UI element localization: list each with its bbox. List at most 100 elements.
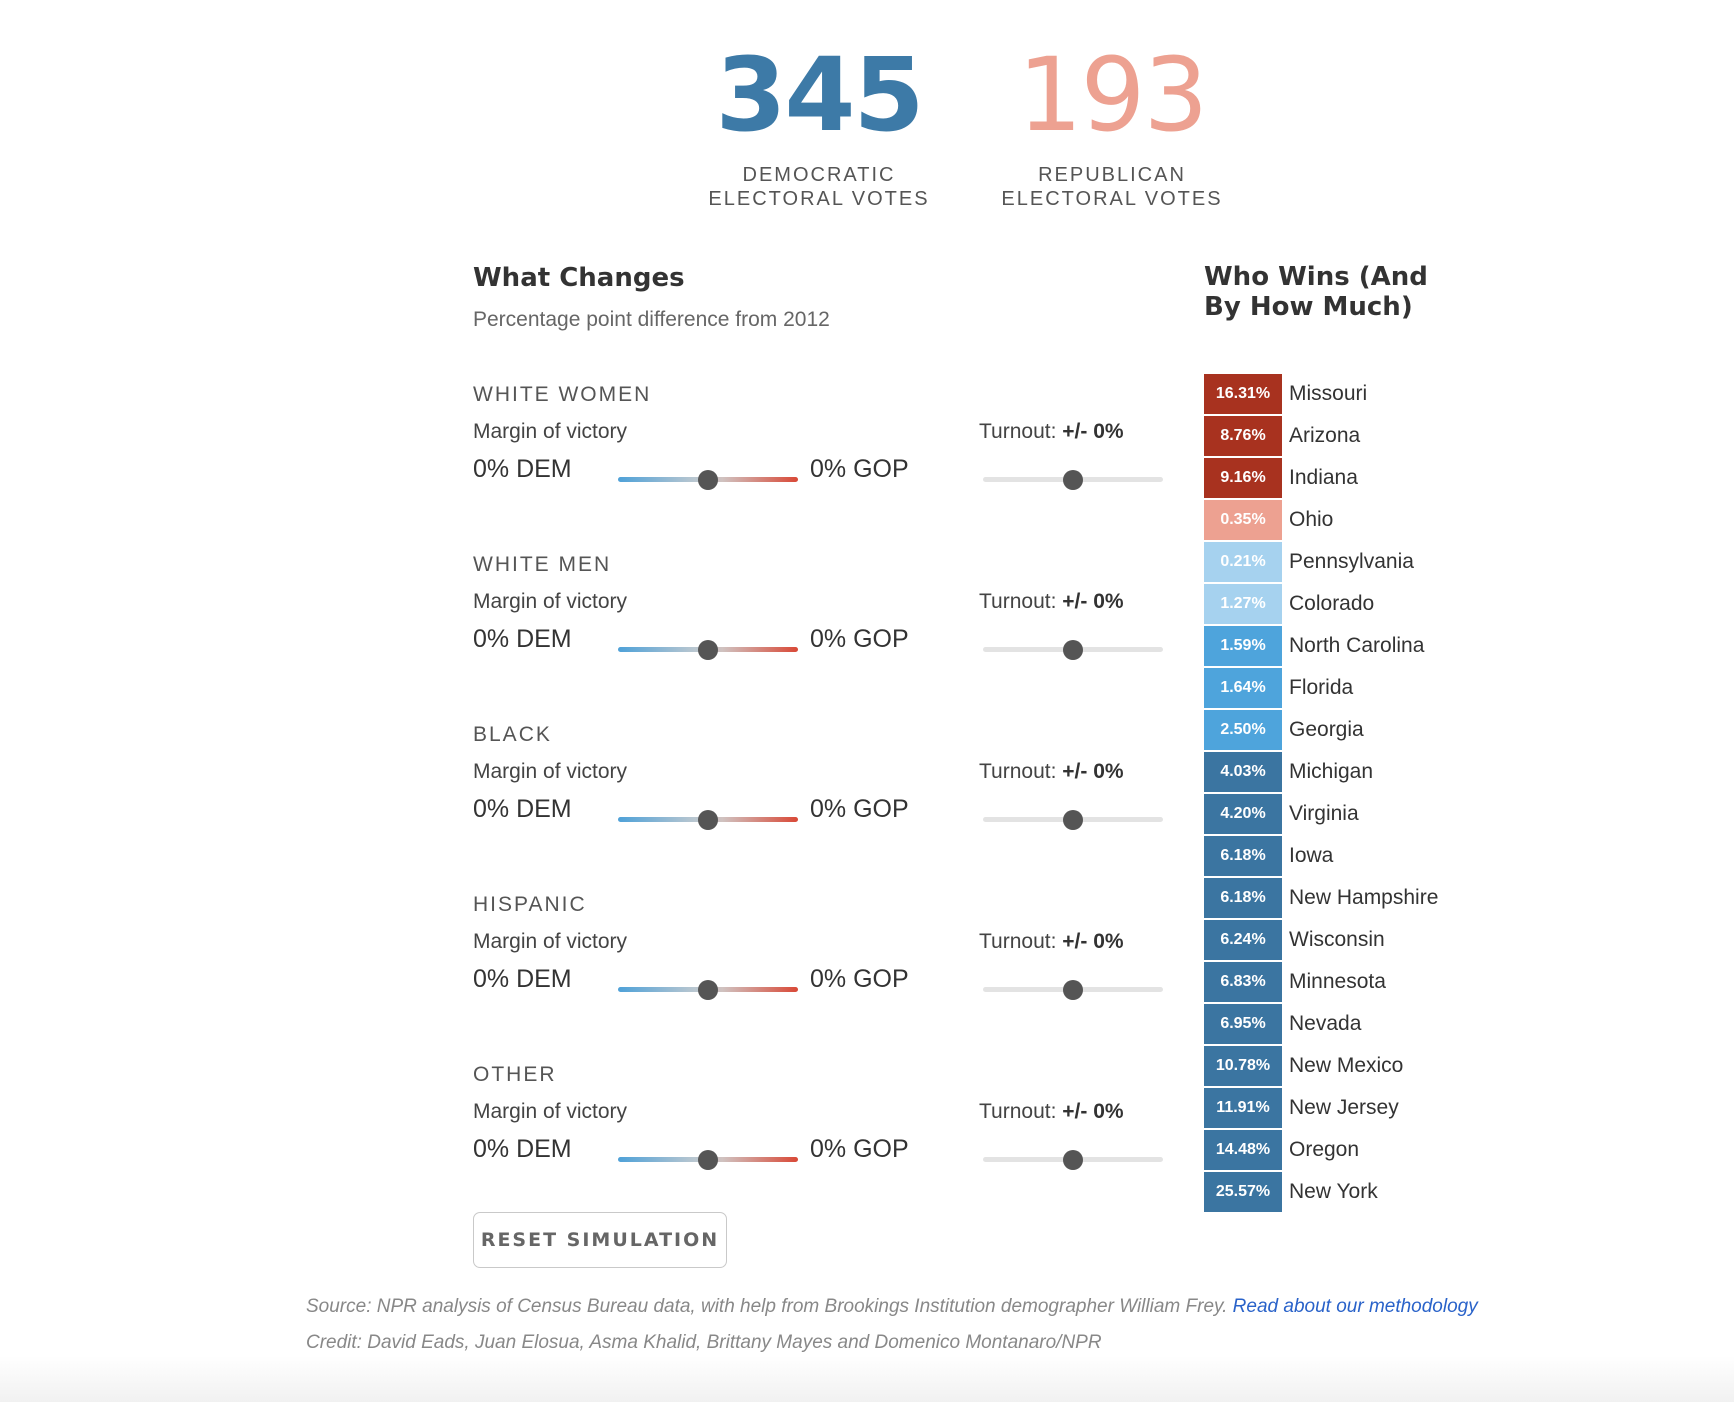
credit-note: Credit: David Eads, Juan Elosua, Asma Kh… xyxy=(306,1332,1102,1353)
turnout-value: +/- 0% xyxy=(1062,930,1124,953)
state-name: Michigan xyxy=(1289,760,1374,783)
turnout-slider-handle[interactable] xyxy=(1063,640,1083,660)
state-margin-badge: 14.48% xyxy=(1204,1130,1282,1170)
state-name: Ohio xyxy=(1289,508,1334,531)
state-name: Nevada xyxy=(1289,1012,1362,1035)
turnout-label: Turnout: +/- 0% xyxy=(979,590,1124,614)
democratic-label-line1: DEMOCRATIC xyxy=(742,164,896,186)
margin-slider-handle[interactable] xyxy=(698,980,718,1000)
state-margin-badge: 6.95% xyxy=(1204,1004,1282,1044)
republican-electoral-label: REPUBLICAN ELECTORAL VOTES xyxy=(952,163,1272,211)
methodology-link[interactable]: Read about our methodology xyxy=(1232,1296,1478,1317)
state-name: New York xyxy=(1289,1180,1378,1203)
turnout-value: +/- 0% xyxy=(1062,1100,1124,1123)
state-margin-badge: 4.03% xyxy=(1204,752,1282,792)
state-name: Wisconsin xyxy=(1289,928,1385,951)
margin-slider-handle[interactable] xyxy=(698,640,718,660)
what-changes-subtitle: Percentage point difference from 2012 xyxy=(473,308,830,331)
state-name: Arizona xyxy=(1289,424,1361,447)
group-hispanic: HISPANIC Margin of victory 0% DEM 0% GOP… xyxy=(473,893,1173,1053)
state-margin-badge: 11.91% xyxy=(1204,1088,1282,1128)
reset-simulation-button[interactable]: RESET SIMULATION xyxy=(473,1212,727,1268)
turnout-slider-handle[interactable] xyxy=(1063,810,1083,830)
group-name: OTHER xyxy=(473,1063,557,1086)
source-note: Source: NPR analysis of Census Bureau da… xyxy=(306,1296,1478,1318)
margin-of-victory-label: Margin of victory xyxy=(473,420,628,443)
turnout-slider-handle[interactable] xyxy=(1063,980,1083,1000)
turnout-label-text: Turnout: xyxy=(979,930,1057,953)
state-name: Colorado xyxy=(1289,592,1375,615)
turnout-label-text: Turnout: xyxy=(979,420,1057,443)
state-name: Florida xyxy=(1289,676,1354,699)
republican-electoral-count: 193 xyxy=(1017,36,1209,155)
turnout-label-text: Turnout: xyxy=(979,590,1057,613)
group-black: BLACK Margin of victory 0% DEM 0% GOP Tu… xyxy=(473,723,1173,883)
turnout-label: Turnout: +/- 0% xyxy=(979,930,1124,954)
margin-of-victory-label: Margin of victory xyxy=(473,930,628,953)
state-margin-badge: 16.31% xyxy=(1204,374,1282,414)
who-wins-heading: Who Wins (And By How Much) xyxy=(1204,262,1428,322)
page-bottom-fade xyxy=(0,1356,1734,1402)
republican-tally: 193 REPUBLICAN ELECTORAL VOTES xyxy=(952,40,1272,211)
turnout-slider[interactable] xyxy=(983,807,1163,833)
margin-slider-handle[interactable] xyxy=(698,470,718,490)
margin-slider[interactable] xyxy=(618,467,798,493)
group-white-men: WHITE MEN Margin of victory 0% DEM 0% GO… xyxy=(473,553,1173,713)
state-name: North Carolina xyxy=(1289,634,1425,657)
turnout-value: +/- 0% xyxy=(1062,420,1124,443)
margin-slider[interactable] xyxy=(618,977,798,1003)
turnout-label: Turnout: +/- 0% xyxy=(979,420,1124,444)
margin-slider[interactable] xyxy=(618,807,798,833)
turnout-label-text: Turnout: xyxy=(979,760,1057,783)
gop-margin-value: 0% GOP xyxy=(810,1135,909,1163)
state-margin-badge: 1.59% xyxy=(1204,626,1282,666)
dem-margin-value: 0% DEM xyxy=(473,795,572,823)
state-name: Minnesota xyxy=(1289,970,1386,993)
state-margin-badge: 0.35% xyxy=(1204,500,1282,540)
margin-of-victory-label: Margin of victory xyxy=(473,760,628,783)
state-margin-badge: 25.57% xyxy=(1204,1172,1282,1212)
state-margin-badge: 10.78% xyxy=(1204,1046,1282,1086)
state-margin-badge: 6.18% xyxy=(1204,836,1282,876)
margin-slider[interactable] xyxy=(618,637,798,663)
state-name: Oregon xyxy=(1289,1138,1360,1161)
democratic-tally: 345 DEMOCRATIC ELECTORAL VOTES xyxy=(659,40,979,211)
republican-label-line1: REPUBLICAN xyxy=(1038,164,1186,186)
state-name: Virginia xyxy=(1289,802,1359,825)
margin-slider-handle[interactable] xyxy=(698,1150,718,1170)
state-name: Missouri xyxy=(1289,382,1368,405)
state-name: Pennsylvania xyxy=(1289,550,1414,573)
turnout-slider-handle[interactable] xyxy=(1063,470,1083,490)
group-white-women: WHITE WOMEN Margin of victory 0% DEM 0% … xyxy=(473,383,1173,543)
dem-margin-value: 0% DEM xyxy=(473,1135,572,1163)
group-name: WHITE MEN xyxy=(473,553,612,576)
state-margin-badge: 0.21% xyxy=(1204,542,1282,582)
group-other: OTHER Margin of victory 0% DEM 0% GOP Tu… xyxy=(473,1063,1173,1223)
turnout-slider[interactable] xyxy=(983,637,1163,663)
dem-margin-value: 0% DEM xyxy=(473,625,572,653)
turnout-value: +/- 0% xyxy=(1062,760,1124,783)
group-name: HISPANIC xyxy=(473,893,587,916)
dem-margin-value: 0% DEM xyxy=(473,965,572,993)
democratic-electoral-count: 345 xyxy=(715,36,925,155)
margin-slider-handle[interactable] xyxy=(698,810,718,830)
state-name: New Jersey xyxy=(1289,1096,1399,1119)
state-margin-badge: 6.18% xyxy=(1204,878,1282,918)
republican-label-line2: ELECTORAL VOTES xyxy=(1001,188,1223,210)
turnout-slider[interactable] xyxy=(983,977,1163,1003)
state-margin-badge: 6.83% xyxy=(1204,962,1282,1002)
state-margin-badge: 4.20% xyxy=(1204,794,1282,834)
turnout-slider[interactable] xyxy=(983,1147,1163,1173)
state-margin-badge: 1.27% xyxy=(1204,584,1282,624)
state-name: Georgia xyxy=(1289,718,1364,741)
source-text: Source: NPR analysis of Census Bureau da… xyxy=(306,1296,1228,1317)
gop-margin-value: 0% GOP xyxy=(810,455,909,483)
margin-slider[interactable] xyxy=(618,1147,798,1173)
turnout-slider[interactable] xyxy=(983,467,1163,493)
democratic-electoral-label: DEMOCRATIC ELECTORAL VOTES xyxy=(659,163,979,211)
turnout-label-text: Turnout: xyxy=(979,1100,1057,1123)
state-name: Iowa xyxy=(1289,844,1334,867)
turnout-label: Turnout: +/- 0% xyxy=(979,760,1124,784)
turnout-label: Turnout: +/- 0% xyxy=(979,1100,1124,1124)
turnout-slider-handle[interactable] xyxy=(1063,1150,1083,1170)
